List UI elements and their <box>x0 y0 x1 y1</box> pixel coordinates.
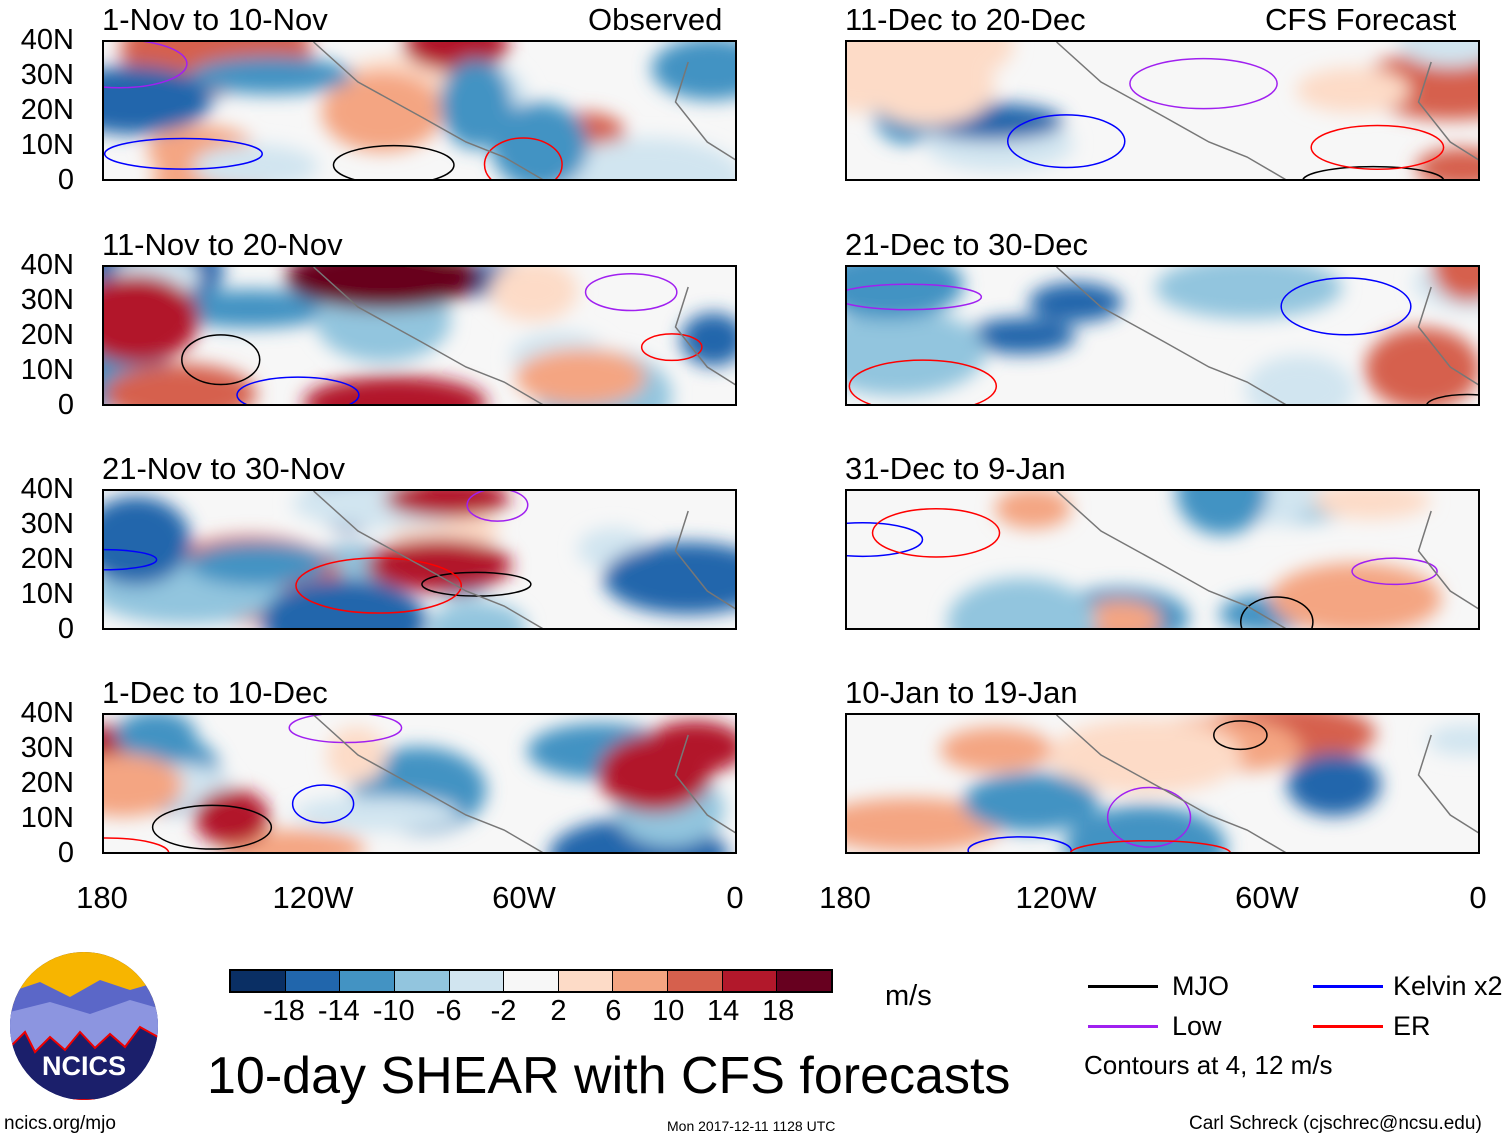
legend-er-line <box>1313 1025 1383 1028</box>
colorbar-swatch <box>668 971 723 991</box>
shear-map-panel <box>102 489 737 630</box>
colorbar-swatch <box>394 971 450 991</box>
colorbar-swatch <box>340 971 395 991</box>
y-tick: 40N <box>20 473 74 505</box>
shear-map-panel <box>845 40 1480 181</box>
forecast-label: CFS Forecast <box>1265 2 1457 37</box>
panel-title: 31-Dec to 9-Jan <box>845 451 1066 486</box>
x-tick: 180 <box>76 880 128 915</box>
colorbar-label: 6 <box>605 995 622 1027</box>
y-tick: 0 <box>57 164 74 196</box>
colorbar-swatch <box>613 971 669 991</box>
y-tick: 30N <box>20 508 74 540</box>
y-tick: 40N <box>20 697 74 729</box>
y-tick: 20N <box>20 767 74 799</box>
y-tick: 20N <box>20 319 74 351</box>
shear-map-panel <box>845 489 1480 630</box>
footer-url: ncics.org/mjo <box>4 1113 116 1134</box>
panel-title: 1-Nov to 10-Nov <box>102 2 328 37</box>
shear-map-panel <box>102 40 737 181</box>
legend-er: ER <box>1393 1011 1431 1041</box>
logo-text: NCICS <box>42 1051 126 1081</box>
legend-kelvin-line <box>1313 985 1383 988</box>
y-tick: 30N <box>20 59 74 91</box>
panel-title: 21-Nov to 30-Nov <box>102 451 345 486</box>
colorbar-swatch <box>231 971 286 991</box>
shear-map-panel <box>102 265 737 406</box>
x-tick: 120W <box>1015 880 1097 915</box>
footer-timestamp: Mon 2017-12-11 1128 UTC <box>667 1118 836 1134</box>
y-tick: 30N <box>20 732 74 764</box>
colorbar-label: 14 <box>707 995 740 1027</box>
y-tick: 20N <box>20 543 74 575</box>
y-tick: 30N <box>20 284 74 316</box>
legend-kelvin: Kelvin x2 <box>1393 971 1503 1001</box>
figure-title: 10-day SHEAR with CFS forecasts <box>207 1047 1011 1105</box>
panel-title: 11-Dec to 20-Dec <box>845 2 1086 37</box>
colorbar-label: 2 <box>550 995 567 1027</box>
y-tick: 0 <box>57 389 74 421</box>
footer-credit: Carl Schreck (cjschrec@ncsu.edu) <box>1189 1113 1482 1134</box>
x-tick: 120W <box>272 880 354 915</box>
x-tick: 60W <box>492 880 556 915</box>
x-tick: 60W <box>1235 880 1299 915</box>
x-tick: 0 <box>1469 880 1487 915</box>
observed-label: Observed <box>588 2 723 37</box>
y-tick: 0 <box>57 613 74 645</box>
y-tick: 10N <box>20 802 74 834</box>
y-tick: 0 <box>57 837 74 869</box>
y-tick: 40N <box>20 24 74 56</box>
colorbar-label: 18 <box>761 995 795 1027</box>
colorbar-label: -10 <box>372 995 415 1027</box>
y-tick: 10N <box>20 129 74 161</box>
y-tick: 20N <box>20 94 74 126</box>
panel-title: 21-Dec to 30-Dec <box>845 227 1088 262</box>
ncics-logo: NCICS <box>10 952 158 1100</box>
colorbar-swatch <box>285 971 341 991</box>
colorbar-swatch <box>777 971 832 991</box>
legend-mjo-line <box>1088 985 1158 988</box>
panel-title: 11-Nov to 20-Nov <box>102 227 343 262</box>
y-tick: 10N <box>20 354 74 386</box>
legend-mjo: MJO <box>1172 971 1229 1001</box>
x-tick: 0 <box>726 880 744 915</box>
contour-note: Contours at 4, 12 m/s <box>1084 1050 1333 1080</box>
y-tick: 10N <box>20 578 74 610</box>
panel-title: 10-Jan to 19-Jan <box>845 675 1078 710</box>
colorbar <box>229 969 833 993</box>
colorbar-swatch <box>449 971 505 991</box>
panel-title: 1-Dec to 10-Dec <box>102 675 328 710</box>
colorbar-units: m/s <box>885 980 932 1012</box>
legend-low: Low <box>1172 1011 1222 1041</box>
colorbar-label: -2 <box>490 995 517 1027</box>
x-tick: 180 <box>819 880 871 915</box>
colorbar-label: 10 <box>652 995 685 1027</box>
shear-map-panel <box>845 265 1480 406</box>
shear-map-panel <box>102 713 737 854</box>
colorbar-swatch <box>722 971 778 991</box>
colorbar-label: -18 <box>262 995 305 1027</box>
y-tick: 40N <box>20 249 74 281</box>
legend-low-line <box>1088 1025 1158 1028</box>
colorbar-swatch <box>558 971 614 991</box>
colorbar-label: -14 <box>317 995 360 1027</box>
shear-map-panel <box>845 713 1480 854</box>
colorbar-label: -6 <box>435 995 462 1027</box>
colorbar-swatch <box>504 971 559 991</box>
